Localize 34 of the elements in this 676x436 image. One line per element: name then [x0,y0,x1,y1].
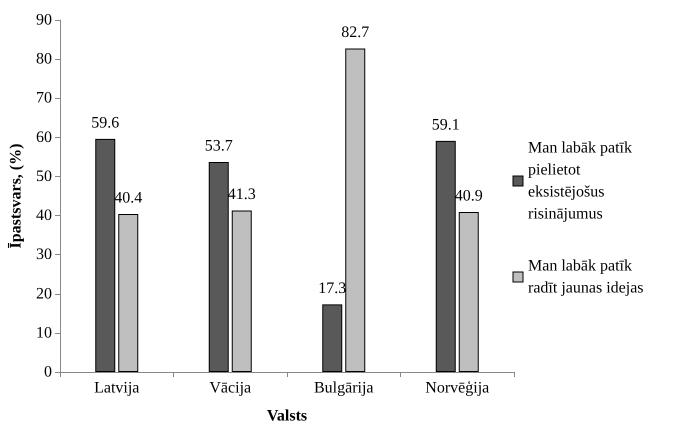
x-tick-label: Norvēģija [425,380,490,396]
x-tick-label: Latvija [94,380,140,396]
bar [208,162,229,372]
x-tick-label: Vācija [209,380,252,396]
x-axis-title: Valsts [266,408,308,424]
y-tick-label: 40 [36,207,52,224]
bar [322,304,342,372]
x-tick-label: Bulgārija [314,380,374,396]
data-label: 41.3 [228,186,256,203]
y-tick-label: 0 [44,364,52,380]
bar [118,214,138,372]
y-tick-label: 10 [36,324,52,342]
y-axis-title: Īpastsvars, (%) [8,144,24,248]
bar [95,138,116,372]
y-tick-label: 50 [36,168,52,185]
y-tick-label: 70 [36,90,52,107]
data-label: 59.1 [432,116,460,134]
data-label: 40.4 [114,189,142,206]
bar [232,210,252,372]
y-tick-label: 60 [36,128,52,146]
y-tick-label: 30 [36,246,52,264]
data-label: 17.3 [318,280,346,297]
data-label: 40.9 [454,188,483,205]
bar [345,48,366,372]
data-label: 82.7 [341,24,370,42]
data-label: 59.6 [91,114,120,132]
y-tick-label: 90 [36,12,52,28]
y-tick-label: 80 [36,50,52,68]
legend-label: Man labāk patīk radīt jaunas idejas [528,258,644,296]
legend-label: Man labāk patīk pielietot eksistējošus risinājumus [528,140,636,222]
bar [458,212,479,372]
bar [436,140,456,372]
y-tick-label: 20 [36,285,52,302]
data-label: 53.7 [204,137,233,154]
